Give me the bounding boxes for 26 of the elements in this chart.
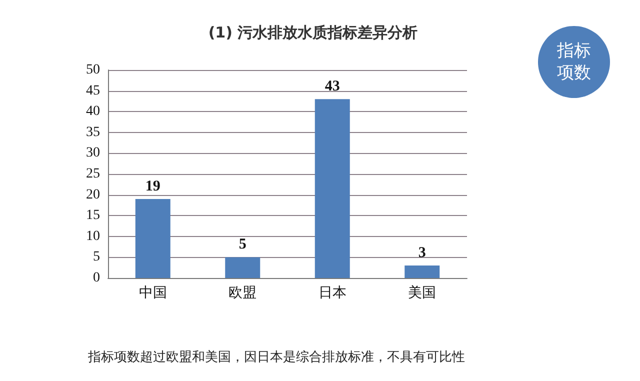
x-tick-label: 中国: [138, 285, 167, 301]
data-label: 3: [418, 245, 426, 262]
x-tick-label: 欧盟: [228, 285, 257, 301]
y-tick-label: 10: [86, 228, 100, 244]
bar: [314, 99, 350, 278]
x-tick-label: 日本: [318, 285, 346, 301]
chart-title: (1) 污水排放水质指标差异分析: [208, 24, 418, 42]
bar: [135, 198, 170, 278]
y-tick-label: 35: [86, 124, 100, 140]
y-tick-label: 0: [93, 270, 100, 286]
x-tick-label: 美国: [408, 285, 436, 301]
y-tick-label: 15: [86, 208, 100, 224]
y-tick-label: 30: [86, 146, 100, 161]
bar: [225, 257, 260, 278]
data-label: 43: [324, 78, 340, 95]
data-label: 19: [145, 178, 160, 194]
bar: [404, 266, 440, 278]
data-label: 5: [238, 236, 246, 253]
y-tick-label: 40: [86, 104, 100, 120]
y-tick-label: 50: [86, 62, 100, 78]
text: 指标项数超过欧盟和美国，因日本是综合排放标准，不具有可比性: [87, 349, 465, 365]
y-tick-label: 5: [93, 250, 100, 265]
y-tick-label: 25: [86, 166, 100, 182]
text: 指标项数: [556, 41, 591, 83]
y-tick-label: 45: [86, 83, 100, 98]
y-tick-label: 20: [86, 187, 100, 202]
